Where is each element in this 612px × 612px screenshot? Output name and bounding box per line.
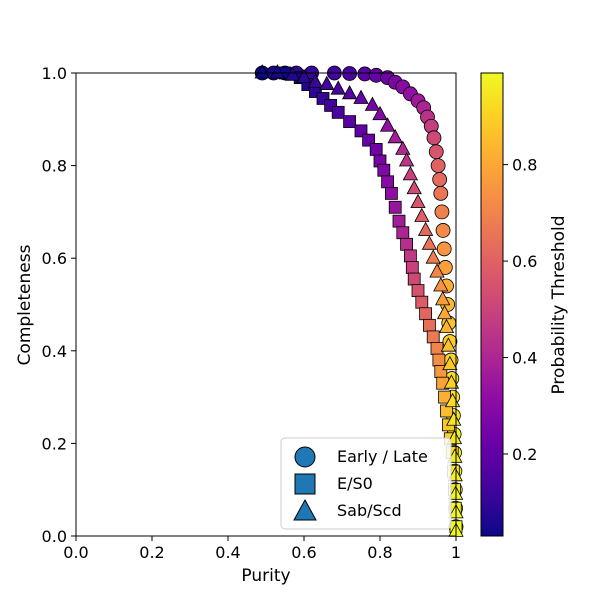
x-tick-label: 0.6 bbox=[291, 543, 316, 562]
legend-label-sab-scd: Sab/Scd bbox=[337, 501, 402, 520]
point-circle-0-18 bbox=[428, 144, 444, 160]
y-tick-label: 0.8 bbox=[42, 157, 67, 176]
point-triangle-2-23 bbox=[433, 277, 449, 292]
colorbar-tick-label: 0.4 bbox=[512, 349, 537, 368]
point-triangle-2-24 bbox=[435, 291, 451, 306]
point-triangle-2-12 bbox=[387, 128, 403, 144]
y-axis-label: Completeness bbox=[15, 244, 35, 365]
point-square-1-25 bbox=[422, 318, 436, 332]
point-square-1-27 bbox=[430, 342, 444, 355]
point-square-1-7 bbox=[343, 115, 357, 129]
y-tick-label: 0.0 bbox=[42, 527, 67, 546]
point-triangle-2-0 bbox=[254, 64, 270, 79]
point-square-1-26 bbox=[426, 330, 440, 344]
legend-label-early-late: Early / Late bbox=[337, 447, 428, 466]
point-square-1-23 bbox=[415, 295, 429, 309]
colorbar-tick-label: 0.8 bbox=[512, 156, 537, 175]
point-triangle-2-19 bbox=[417, 221, 434, 236]
point-triangle-2-26 bbox=[438, 318, 455, 334]
point-triangle-2-29 bbox=[443, 374, 460, 389]
point-square-1-6 bbox=[331, 105, 345, 119]
colorbar-tick-label: 0.6 bbox=[512, 252, 537, 271]
x-axis: 0.0 0.2 0.4 0.6 0.8 1 bbox=[63, 536, 461, 562]
point-triangle-2-17 bbox=[410, 193, 426, 209]
point-triangle-2-34 bbox=[447, 466, 463, 482]
point-square-1-14 bbox=[384, 186, 398, 200]
point-square-1-16 bbox=[392, 214, 406, 228]
point-triangle-2-27 bbox=[440, 337, 457, 352]
point-triangle-2-3 bbox=[296, 68, 312, 84]
point-triangle-2-22 bbox=[429, 263, 445, 278]
point-circle-0-22 bbox=[434, 204, 450, 220]
point-square-1-17 bbox=[396, 226, 410, 240]
point-square-1-21 bbox=[407, 272, 421, 286]
legend-frame bbox=[280, 437, 452, 530]
point-square-1-18 bbox=[400, 237, 414, 251]
colorbar bbox=[480, 72, 504, 537]
point-circle-0-21 bbox=[433, 185, 449, 201]
point-triangle-2-1 bbox=[269, 64, 286, 79]
legend: Early / Late E/S0 Sab/Scd bbox=[280, 437, 452, 530]
point-triangle-2-11 bbox=[379, 117, 396, 132]
point-triangle-2-16 bbox=[406, 179, 422, 195]
point-circle-0-17 bbox=[426, 130, 442, 146]
point-triangle-2-31 bbox=[446, 411, 462, 426]
point-triangle-2-21 bbox=[425, 249, 441, 264]
point-triangle-2-8 bbox=[353, 89, 369, 104]
point-triangle-2-5 bbox=[319, 75, 335, 90]
y-tick-label: 0.6 bbox=[42, 249, 67, 268]
x-tick-label: 0.4 bbox=[215, 543, 240, 562]
y-tick-label: 0.4 bbox=[42, 342, 67, 361]
point-square-1-20 bbox=[405, 261, 419, 274]
point-triangle-2-25 bbox=[436, 304, 453, 320]
point-triangle-2-28 bbox=[442, 355, 458, 371]
point-square-1-10 bbox=[369, 142, 383, 156]
point-circle-0-23 bbox=[435, 223, 451, 238]
legend-square-icon bbox=[294, 473, 316, 495]
x-tick-label: 0.0 bbox=[63, 543, 88, 562]
point-square-1-22 bbox=[411, 284, 425, 298]
point-triangle-2-20 bbox=[421, 235, 438, 250]
point-square-1-15 bbox=[388, 200, 402, 214]
point-triangle-2-2 bbox=[284, 66, 301, 81]
point-square-1-24 bbox=[419, 307, 433, 321]
data-marks bbox=[254, 64, 464, 537]
point-triangle-2-13 bbox=[395, 140, 411, 155]
colorbar-ticks: 0.2 0.4 0.6 0.8 bbox=[503, 156, 537, 464]
point-triangle-2-4 bbox=[307, 73, 324, 88]
x-tick-label: 0.2 bbox=[139, 543, 164, 562]
x-tick-label: 0.8 bbox=[367, 543, 392, 562]
colorbar-tick-label: 0.2 bbox=[512, 445, 537, 464]
point-triangle-2-15 bbox=[402, 166, 419, 181]
y-tick-label: 1.0 bbox=[42, 64, 67, 83]
plot-area-frame bbox=[75, 72, 457, 537]
colorbar-label: Probability Threshold bbox=[549, 215, 569, 394]
point-triangle-2-18 bbox=[414, 207, 430, 222]
point-circle-0-24 bbox=[436, 241, 452, 257]
point-square-1-28 bbox=[432, 353, 446, 367]
point-triangle-2-7 bbox=[341, 84, 358, 100]
y-axis: 0.0 0.2 0.4 0.6 0.8 1.0 bbox=[42, 64, 76, 546]
point-triangle-2-9 bbox=[364, 96, 381, 111]
point-square-1-19 bbox=[403, 249, 417, 263]
x-tick-label: 1 bbox=[451, 543, 461, 562]
x-axis-label: Purity bbox=[241, 566, 290, 586]
point-triangle-2-6 bbox=[330, 80, 346, 95]
y-tick-label: 0.2 bbox=[42, 434, 67, 453]
legend-label-e-s0: E/S0 bbox=[337, 474, 373, 493]
point-square-1-13 bbox=[381, 175, 395, 189]
point-circle-0-20 bbox=[432, 172, 448, 187]
point-triangle-2-14 bbox=[398, 152, 415, 167]
point-circle-0-19 bbox=[430, 158, 446, 174]
point-triangle-2-10 bbox=[372, 105, 388, 121]
point-square-1-12 bbox=[377, 163, 391, 177]
legend-circle-icon bbox=[294, 446, 316, 468]
legend-triangle-icon bbox=[293, 498, 317, 521]
